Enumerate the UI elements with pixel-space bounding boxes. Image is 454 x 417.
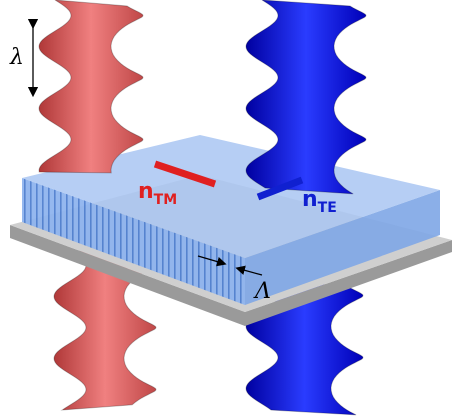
period-label: Λ [253, 279, 271, 304]
te-wave-in [246, 0, 366, 194]
n-te-sub: TE [318, 200, 337, 216]
n-tm-base: n [138, 179, 154, 204]
figure: nTM nTE λ Λ [0, 0, 454, 417]
n-te-base: n [302, 187, 318, 212]
wavelength-label: λ [9, 45, 24, 70]
tm-wave-in [39, 0, 143, 173]
n-tm-sub: TM [154, 192, 177, 208]
